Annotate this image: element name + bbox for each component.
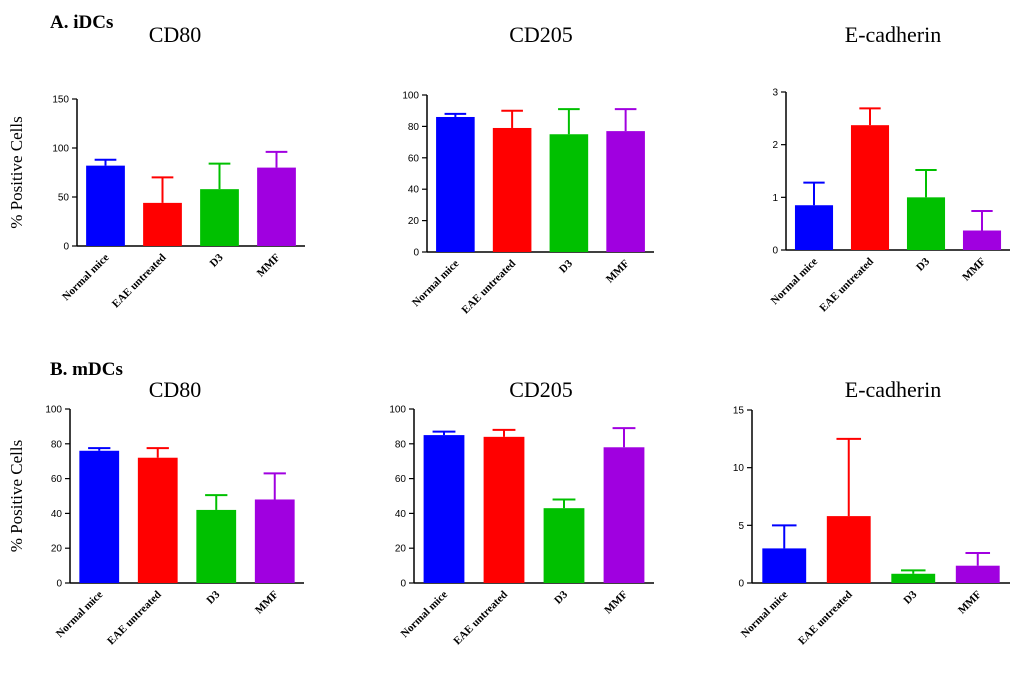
bar-normal-mice [762,548,807,583]
bar-mmf [962,230,1002,250]
y-tick-label: 2 [772,140,778,151]
y-tick-label: 10 [733,463,745,474]
y-tick-label: 3 [772,88,778,99]
y-tick-label: 150 [52,95,69,106]
chart-title: CD80 [149,377,202,402]
x-tick-label: D3 [557,257,575,275]
y-tick-label: 80 [408,122,420,133]
chart-b3: E-cadherin 0 5 10 15 Normal mice EAE untreated… [733,377,1010,647]
bar-d3 [549,134,589,252]
y-tick-label: 100 [402,91,419,102]
bar-d3 [543,508,585,583]
chart-title: E-cadherin [845,22,942,47]
y-tick-label: 80 [51,439,63,450]
bar-mmf [257,167,296,246]
x-tick-label: D3 [914,255,932,273]
y-tick-label: 40 [408,185,420,196]
y-tick-label: 15 [733,406,745,417]
chart-title: CD205 [509,377,573,402]
y-tick-label: 80 [395,439,407,450]
x-tick-label: Normal mice [739,589,791,641]
bar-normal-mice [794,205,834,250]
bar-eae-untreated [850,125,890,250]
y-axis-label: % Positive Cells [7,116,26,228]
chart-b2: CD205 0 20 40 60 80 100 Normal mice EAE untreate… [389,377,654,647]
bar-normal-mice [86,165,125,246]
bar-mmf [254,499,295,583]
bar-d3 [906,197,946,250]
chart-title: E-cadherin [845,377,942,402]
x-tick-label: D3 [552,588,570,606]
y-tick-label: 40 [51,509,63,520]
x-tick-label: EAE untreated [817,256,876,315]
bar-eae-untreated [483,436,525,583]
bar-normal-mice [79,450,120,583]
y-tick-label: 0 [738,579,744,590]
x-tick-label: Normal mice [769,256,821,308]
y-tick-label: 1 [772,193,778,204]
bar-eae-untreated [492,127,532,252]
x-tick-label: D3 [901,588,919,606]
x-tick-label: MMF [253,588,281,616]
x-tick-label: EAE untreated [110,252,169,311]
x-tick-label: Normal mice [54,589,106,641]
y-tick-label: 5 [738,521,744,532]
x-tick-label: MMF [960,255,988,283]
bar-eae-untreated [137,457,178,583]
bar-eae-untreated [826,516,871,583]
x-tick-label: MMF [602,588,630,616]
y-tick-label: 0 [56,579,62,590]
chart-a1: CD80 % Positive Cells 0 50 100 150 Normal mice… [7,22,305,310]
bar-d3 [200,189,239,246]
bar-mmf [603,447,645,583]
x-tick-label: EAE untreated [460,258,519,317]
y-tick-label: 100 [389,405,406,416]
panel-b-label: B. mDCs [50,359,123,380]
y-tick-label: 20 [51,544,63,555]
x-tick-label: EAE untreated [105,589,164,648]
y-tick-label: 0 [400,579,406,590]
panel-a-label: A. iDCs [50,12,113,33]
bar-normal-mice [423,435,465,583]
bar-d3 [196,509,237,583]
y-tick-label: 60 [408,153,420,164]
y-tick-label: 0 [413,248,419,259]
y-tick-label: 0 [772,246,778,257]
y-tick-label: 20 [395,544,407,555]
y-tick-label: 40 [395,509,407,520]
x-tick-label: EAE untreated [451,589,510,648]
y-tick-label: 100 [45,405,62,416]
y-axis-label: % Positive Cells [7,440,26,552]
y-tick-label: 100 [52,144,69,155]
bar-d3 [891,573,936,583]
y-tick-label: 60 [395,474,407,485]
y-tick-label: 20 [408,216,420,227]
bar-eae-untreated [143,202,182,246]
chart-title: CD80 [149,22,202,47]
bar-mmf [606,131,645,252]
bar-mmf [955,565,1000,583]
x-tick-label: D3 [208,251,226,269]
x-tick-label: Normal mice [410,258,462,310]
x-tick-label: MMF [255,251,283,279]
chart-title: CD205 [509,22,573,47]
y-tick-label: 0 [63,242,69,253]
x-tick-label: EAE untreated [796,589,855,648]
x-tick-label: MMF [956,588,984,616]
chart-b1: CD80 % Positive Cells 0 20 40 60 80 100 Normal m… [7,377,304,647]
x-tick-label: Normal mice [399,589,451,641]
y-tick-label: 50 [58,193,70,204]
y-tick-label: 60 [51,474,63,485]
x-tick-label: MMF [604,257,632,285]
bar-normal-mice [436,116,475,252]
x-tick-label: Normal mice [60,252,112,304]
x-tick-label: D3 [204,588,222,606]
